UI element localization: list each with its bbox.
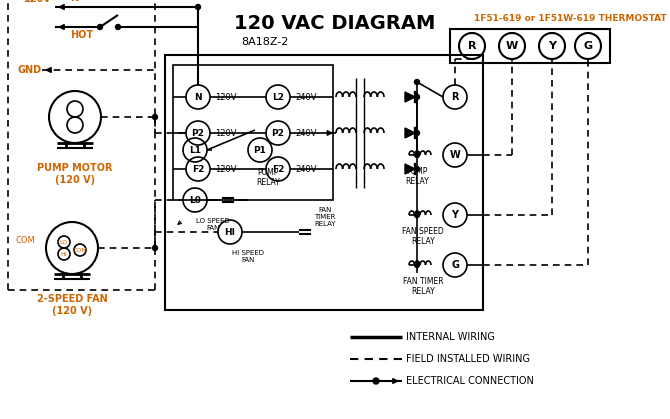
- Text: P2: P2: [192, 129, 204, 137]
- Circle shape: [115, 24, 121, 29]
- Text: W: W: [506, 41, 518, 51]
- Circle shape: [196, 5, 200, 10]
- Circle shape: [415, 153, 419, 158]
- Text: COM: COM: [72, 248, 87, 253]
- Circle shape: [415, 80, 419, 85]
- Circle shape: [415, 166, 419, 171]
- Text: 240V: 240V: [295, 129, 316, 137]
- Text: L2: L2: [272, 93, 284, 101]
- Text: L1: L1: [189, 145, 201, 155]
- Text: 240V: 240V: [295, 165, 316, 173]
- Text: Y: Y: [548, 41, 556, 51]
- Text: FAN TIMER
RELAY: FAN TIMER RELAY: [403, 277, 444, 296]
- Text: N: N: [70, 0, 78, 3]
- Circle shape: [373, 378, 379, 384]
- Text: HI: HI: [61, 251, 67, 256]
- Text: R: R: [468, 41, 476, 51]
- Polygon shape: [405, 164, 415, 174]
- Text: G: G: [584, 41, 592, 51]
- Bar: [165, 55, 483, 310]
- Circle shape: [415, 212, 419, 217]
- Text: P1: P1: [253, 145, 267, 155]
- Text: PUMP
RELAY: PUMP RELAY: [256, 168, 280, 187]
- Text: 120 VAC DIAGRAM: 120 VAC DIAGRAM: [234, 14, 436, 33]
- Circle shape: [415, 262, 419, 267]
- Text: L0: L0: [189, 196, 201, 204]
- Text: PUMP MOTOR
(120 V): PUMP MOTOR (120 V): [38, 163, 113, 185]
- Text: LO SPEED
FAN: LO SPEED FAN: [196, 218, 230, 231]
- Bar: [173, 65, 333, 200]
- Polygon shape: [405, 128, 415, 138]
- Text: ELECTRICAL CONNECTION: ELECTRICAL CONNECTION: [406, 376, 534, 386]
- Circle shape: [153, 246, 157, 251]
- Text: P2: P2: [271, 129, 285, 137]
- Text: 8A18Z-2: 8A18Z-2: [241, 37, 289, 47]
- Text: F2: F2: [272, 165, 284, 173]
- Circle shape: [415, 95, 419, 99]
- Text: HOT: HOT: [70, 30, 93, 40]
- Text: HI SPEED
FAN: HI SPEED FAN: [232, 250, 264, 263]
- Bar: [450, 29, 610, 63]
- Circle shape: [98, 24, 103, 29]
- Text: R: R: [452, 92, 459, 102]
- Text: 120V: 120V: [215, 165, 237, 173]
- Text: 1F51-619 or 1F51W-619 THERMOSTAT: 1F51-619 or 1F51W-619 THERMOSTAT: [474, 13, 666, 23]
- Text: FAN SPEED
RELAY: FAN SPEED RELAY: [402, 227, 444, 246]
- Text: 240V: 240V: [295, 93, 316, 101]
- Circle shape: [153, 114, 157, 119]
- Text: F2: F2: [192, 165, 204, 173]
- Text: PUMP
RELAY: PUMP RELAY: [405, 167, 429, 186]
- Text: GND: GND: [18, 65, 42, 75]
- Text: 120V: 120V: [215, 93, 237, 101]
- Text: Y: Y: [452, 210, 458, 220]
- Text: HI: HI: [224, 228, 235, 236]
- Text: 2-SPEED FAN
(120 V): 2-SPEED FAN (120 V): [37, 294, 107, 316]
- Text: W: W: [450, 150, 460, 160]
- Polygon shape: [405, 92, 415, 102]
- Text: 120V: 120V: [215, 129, 237, 137]
- Circle shape: [415, 130, 419, 135]
- Text: G: G: [451, 260, 459, 270]
- Text: 120V: 120V: [24, 0, 52, 4]
- Text: FAN
TIMER
RELAY: FAN TIMER RELAY: [314, 207, 336, 227]
- Text: FIELD INSTALLED WIRING: FIELD INSTALLED WIRING: [406, 354, 530, 364]
- Text: COM: COM: [16, 235, 36, 245]
- Text: INTERNAL WIRING: INTERNAL WIRING: [406, 332, 495, 342]
- Text: LO: LO: [60, 240, 68, 245]
- Text: N: N: [194, 93, 202, 101]
